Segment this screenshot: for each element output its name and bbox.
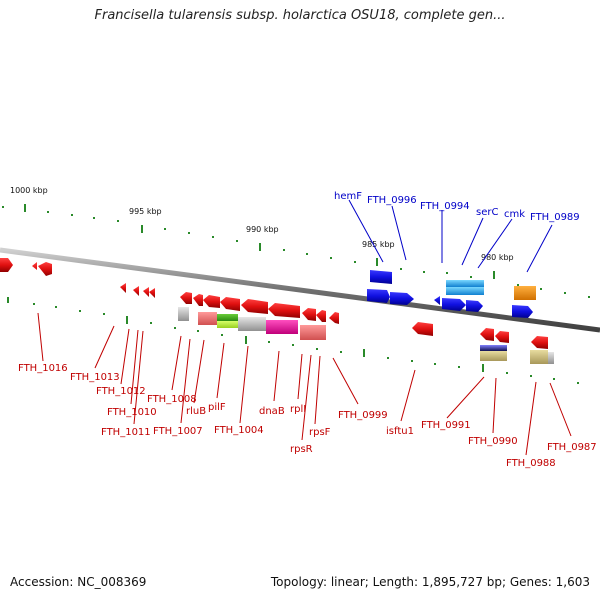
gene-arrow[interactable] [512, 305, 533, 318]
gene-label[interactable]: FTH_1012 [96, 386, 146, 397]
gene-arrow[interactable] [495, 331, 509, 343]
gene-arrow[interactable] [133, 286, 139, 296]
scale-label: 980 kbp [481, 253, 514, 262]
gene-block[interactable] [300, 325, 326, 340]
gene-label[interactable]: FTH_1016 [18, 363, 68, 374]
gene-arrow[interactable] [442, 298, 466, 311]
gene-block[interactable] [217, 321, 238, 328]
gene-label[interactable]: FTH_0987 [547, 442, 597, 453]
scale-label: 985 kbp [362, 240, 395, 249]
gene-label[interactable]: FTH_1007 [153, 426, 203, 437]
scale-ticks-lower [7, 297, 579, 384]
gene-label[interactable]: hemF [334, 191, 362, 202]
gene-block[interactable] [548, 352, 554, 364]
gene-arrow[interactable] [120, 283, 126, 293]
scale-label: 995 kbp [129, 207, 162, 216]
gene-block[interactable] [238, 317, 266, 331]
gene-arrow[interactable] [203, 295, 220, 308]
gene-arrow[interactable] [241, 299, 268, 314]
bottom-leader-lines [37, 312, 572, 456]
gene-arrow[interactable] [268, 303, 300, 318]
gene-label[interactable]: FTH_0996 [367, 195, 417, 206]
gene-arrow[interactable] [466, 300, 483, 312]
scale-label: 990 kbp [246, 225, 279, 234]
gene-label[interactable]: FTH_1011 [101, 427, 151, 438]
gene-label[interactable]: pilF [208, 402, 226, 413]
gene-label[interactable]: cmk [504, 209, 525, 220]
gene-label[interactable]: FTH_1010 [107, 407, 157, 418]
gene-label[interactable]: isftu1 [386, 426, 414, 437]
gene-label[interactable]: FTH_1008 [147, 394, 197, 405]
gene-block[interactable] [480, 345, 507, 351]
gene-label[interactable]: FTH_0994 [420, 201, 470, 212]
gene-arrow[interactable] [390, 292, 414, 305]
gene-block[interactable] [217, 314, 238, 321]
scale-label: 1000 kbp [10, 186, 48, 195]
gene-label[interactable]: serC [476, 207, 498, 218]
forward-genes [0, 258, 536, 318]
gene-arrow[interactable] [480, 328, 494, 341]
gene-arrow[interactable] [143, 287, 155, 298]
gene-label[interactable]: rpsR [290, 444, 313, 455]
gene-label[interactable]: dnaB [259, 406, 285, 417]
gene-arrow[interactable] [180, 292, 192, 304]
gene-label[interactable]: FTH_1004 [214, 425, 264, 436]
genome-backbone [0, 247, 600, 333]
gene-arrow[interactable] [367, 289, 390, 303]
map-title: Francisella tularensis subsp. holarctica… [94, 8, 506, 23]
gene-arrow[interactable] [329, 312, 339, 324]
gene-block[interactable] [178, 307, 189, 321]
gene-arrow[interactable] [316, 310, 326, 322]
gene-block[interactable] [530, 350, 548, 364]
gene-block[interactable] [480, 351, 507, 361]
gene-label[interactable]: rpsF [309, 427, 331, 438]
gene-arrow[interactable] [0, 258, 13, 272]
gene-label[interactable]: FTH_0988 [506, 458, 556, 469]
gene-label[interactable]: FTH_0999 [338, 410, 388, 421]
gene-arrow[interactable] [32, 262, 52, 276]
gene-label[interactable]: FTH_0990 [468, 436, 518, 447]
gene-label[interactable]: rplI [290, 404, 306, 415]
gene-arrow[interactable] [412, 322, 433, 336]
gene-arrow[interactable] [434, 296, 440, 305]
gene-arrow[interactable] [531, 336, 548, 349]
gene-block[interactable] [266, 320, 298, 334]
reverse-genes [120, 283, 554, 364]
gene-block[interactable] [198, 312, 217, 325]
gene-label[interactable]: FTH_0991 [421, 420, 471, 431]
gene-block[interactable] [446, 287, 484, 295]
genome-summary: Topology: linear; Length: 1,895,727 bp; … [270, 575, 590, 589]
accession-text: Accession: NC_008369 [10, 575, 147, 589]
gene-label[interactable]: FTH_0989 [530, 212, 580, 223]
gene-block[interactable] [514, 286, 536, 300]
scale-ticks-upper [2, 204, 590, 298]
gene-arrow[interactable] [220, 297, 240, 311]
gene-arrow[interactable] [370, 270, 392, 284]
gene-arrow[interactable] [193, 294, 203, 306]
top-leader-lines [348, 199, 553, 273]
gene-arrow[interactable] [302, 308, 316, 321]
gene-label[interactable]: FTH_1013 [70, 372, 120, 383]
gene-label[interactable]: rluB [186, 406, 206, 417]
gene-block[interactable] [446, 280, 484, 287]
